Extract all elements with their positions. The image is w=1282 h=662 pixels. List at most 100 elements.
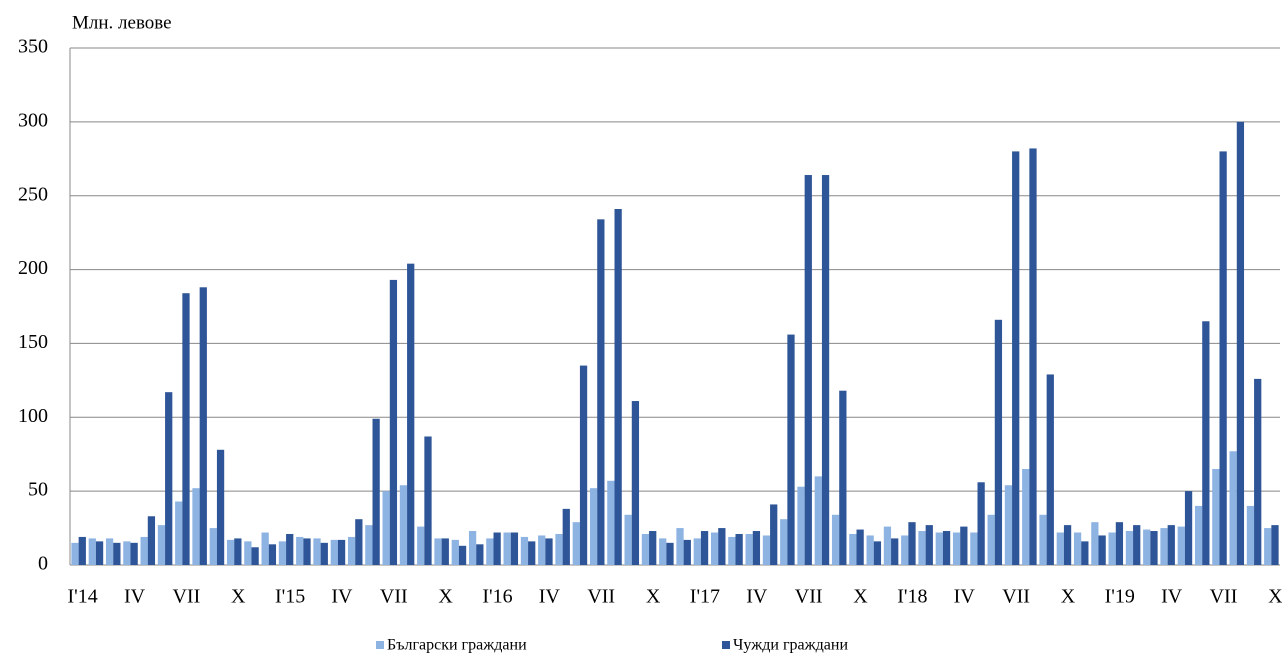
bar (831, 514, 840, 565)
bar (987, 514, 995, 565)
bar (1212, 468, 1220, 565)
bar (659, 538, 667, 565)
x-tick-label: I'18 (897, 586, 927, 608)
bar (572, 522, 580, 565)
bar (762, 535, 771, 565)
bar (970, 532, 978, 565)
bar (1022, 468, 1030, 565)
bar (493, 532, 501, 565)
x-tick-label: X (1061, 586, 1076, 608)
bar (296, 536, 304, 565)
bar (1271, 525, 1279, 565)
bar (71, 542, 79, 565)
x-tick-label: X (438, 586, 453, 608)
bar (503, 532, 511, 565)
bar (1177, 526, 1185, 565)
bar (451, 539, 459, 565)
bar (165, 392, 173, 565)
bar (140, 536, 148, 565)
bar (268, 544, 277, 565)
bar (745, 533, 753, 565)
bar (330, 539, 338, 565)
bar (78, 536, 86, 565)
bar (1264, 528, 1272, 565)
x-tick-label: IV (954, 586, 976, 608)
bar (520, 536, 529, 565)
bar (1184, 491, 1193, 565)
bar (1073, 532, 1082, 565)
x-tick-label: X (853, 586, 868, 608)
bar (614, 209, 622, 565)
bar (994, 319, 1003, 565)
bar (1167, 525, 1175, 565)
bar (562, 508, 570, 565)
bar (95, 541, 104, 565)
bar (347, 536, 356, 565)
bar (261, 532, 269, 565)
bar (883, 526, 892, 565)
x-tick-label: I'19 (1105, 586, 1135, 608)
bar (849, 533, 857, 565)
y-tick-label: 100 (18, 405, 48, 427)
bar (303, 538, 311, 565)
bar (199, 287, 207, 565)
bar (839, 390, 847, 565)
bar (797, 486, 805, 565)
x-tick-label: I'17 (690, 586, 720, 608)
bar (1012, 151, 1020, 565)
bar (175, 501, 183, 565)
bar (88, 538, 96, 565)
bar (624, 514, 632, 565)
bar (1081, 541, 1089, 565)
bar (123, 541, 131, 565)
bar (918, 531, 926, 565)
bar (804, 175, 812, 565)
bar (908, 522, 916, 565)
bar (866, 535, 874, 565)
y-tick-label: 350 (18, 36, 48, 58)
x-tick-label: VII (1210, 586, 1238, 608)
bar (589, 488, 598, 565)
bar (942, 531, 951, 565)
bar (891, 538, 899, 565)
bar (821, 175, 830, 565)
bar (355, 519, 363, 565)
x-tick-label: IV (124, 586, 146, 608)
bar (555, 533, 563, 565)
bar (528, 541, 536, 565)
x-tick-label: VII (172, 586, 200, 608)
legend-swatch (376, 641, 384, 649)
bar (1063, 525, 1072, 565)
y-axis-label: Млн. левове (72, 12, 172, 33)
bar (234, 538, 242, 565)
bar (320, 542, 328, 565)
bar (389, 279, 398, 565)
y-tick-label: 150 (18, 331, 48, 353)
bar (935, 532, 943, 565)
bar (1150, 531, 1158, 565)
bar (787, 334, 795, 565)
y-tick-label: 50 (28, 479, 48, 501)
bar (1160, 528, 1168, 565)
x-tick-label: X (646, 586, 661, 608)
bar (666, 542, 674, 565)
bar (244, 541, 252, 565)
bar (372, 418, 380, 565)
bar (286, 533, 294, 565)
bar (441, 538, 449, 565)
bar (649, 531, 657, 565)
bar (683, 539, 691, 565)
bar (780, 519, 788, 565)
bar (434, 538, 442, 565)
y-tick-label: 0 (38, 553, 48, 575)
bar (458, 545, 467, 565)
y-tick-label: 300 (18, 109, 48, 131)
bar (1039, 514, 1047, 565)
bar (735, 533, 743, 565)
bar (1056, 532, 1064, 565)
x-tick-label: VII (380, 586, 408, 608)
bar (1098, 535, 1106, 565)
bar (113, 542, 121, 565)
bar (399, 485, 408, 565)
